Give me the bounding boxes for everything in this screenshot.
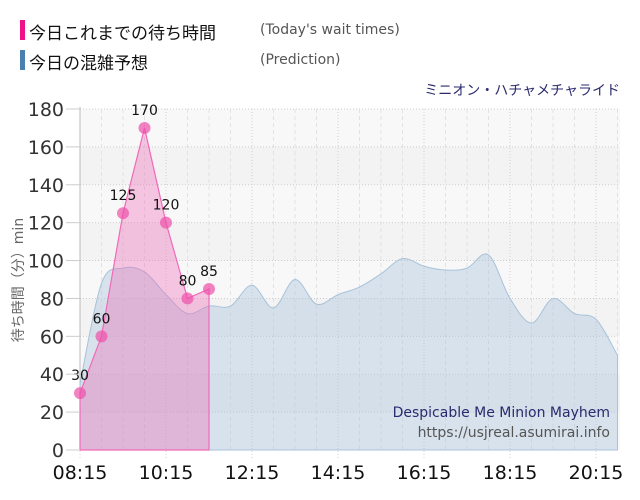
x-tick-label: 10:15 xyxy=(139,462,194,484)
x-axis: 08:15 10:15 12:15 14:15 16:15 18:15 20:15 xyxy=(53,462,624,484)
watermark-title: Despicable Me Minion Mayhem xyxy=(393,405,610,421)
data-point xyxy=(181,292,194,305)
y-tick-label: 160 xyxy=(28,137,64,159)
legend-swatch-prediction xyxy=(20,50,25,70)
grid-band xyxy=(80,412,620,450)
legend-label-prediction-jp: 今日の混雑予想 xyxy=(29,54,148,74)
data-point xyxy=(138,121,151,134)
data-label: 120 xyxy=(153,198,180,214)
grid-band xyxy=(80,336,620,375)
x-tick-label: 14:15 xyxy=(311,462,366,484)
y-tick-label: 0 xyxy=(52,440,64,462)
grid-band xyxy=(80,374,620,413)
y-tick-label: 20 xyxy=(40,402,64,424)
prediction-area xyxy=(79,253,618,451)
x-tick-label: 12:15 xyxy=(225,462,280,484)
grid-band xyxy=(80,260,620,299)
x-tick-label: 16:15 xyxy=(397,462,452,484)
data-label: 125 xyxy=(110,188,137,204)
legend-label-actual-jp: 今日これまでの待ち時間 xyxy=(29,24,216,44)
x-tick-label: 18:15 xyxy=(483,462,538,484)
y-tick-label: 180 xyxy=(28,99,64,121)
data-point xyxy=(74,387,86,400)
data-label: 60 xyxy=(93,311,111,327)
data-point xyxy=(160,216,172,229)
x-tick-label: 08:15 xyxy=(53,462,108,484)
watermark-url: https://usjreal.asumirai.info xyxy=(418,425,610,441)
y-axis-title: 待ち時間（分）min xyxy=(11,218,27,342)
legend-swatch-actual xyxy=(20,20,25,40)
legend-label-actual-en: (Today's wait times) xyxy=(260,22,400,38)
legend-label-prediction-en: (Prediction) xyxy=(260,52,341,68)
data-point xyxy=(203,282,215,295)
data-label: 85 xyxy=(200,264,218,280)
y-tick-label: 100 xyxy=(28,251,64,273)
data-label: 30 xyxy=(71,368,89,384)
y-axis: 0 20 40 60 80 100 120 140 160 180 xyxy=(28,99,80,462)
plot-background xyxy=(80,109,620,450)
grid-band xyxy=(80,298,620,337)
data-point xyxy=(117,207,129,220)
grid-lines xyxy=(79,107,620,458)
actual-area xyxy=(79,127,210,451)
ride-name: ミニオン・ハチャメチャライド xyxy=(424,83,620,99)
data-label: 170 xyxy=(131,103,158,119)
grid-band xyxy=(80,146,620,185)
y-tick-label: 40 xyxy=(40,364,64,386)
grid-band xyxy=(80,184,620,223)
y-tick-label: 140 xyxy=(28,175,64,197)
x-tick-label: 20:15 xyxy=(569,462,624,484)
actual-data-points xyxy=(74,121,215,400)
y-tick-label: 60 xyxy=(40,326,64,348)
data-label: 80 xyxy=(179,273,197,289)
y-tick-label: 120 xyxy=(28,213,64,235)
grid-band xyxy=(80,109,620,147)
grid-band xyxy=(80,222,620,261)
y-tick-label: 80 xyxy=(40,288,64,310)
data-point xyxy=(95,330,108,343)
